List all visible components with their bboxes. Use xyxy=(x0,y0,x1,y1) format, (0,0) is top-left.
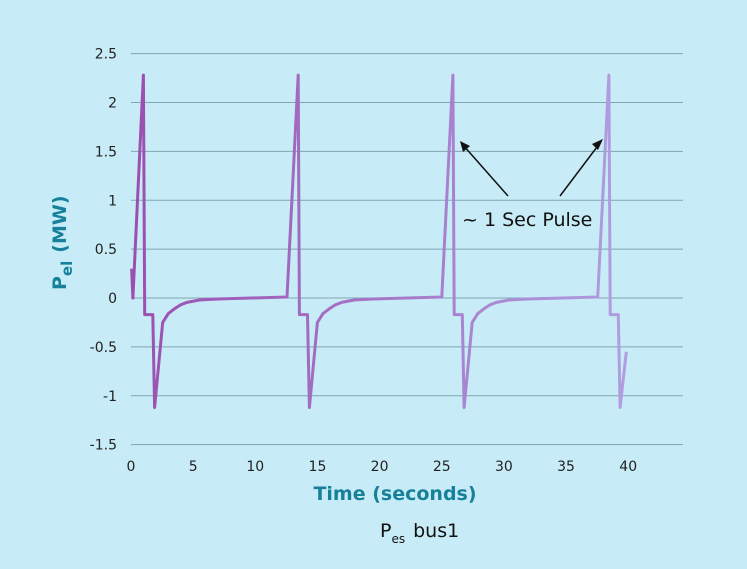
x-tick-label: 30 xyxy=(495,459,513,475)
x-tick-label: 10 xyxy=(246,459,264,475)
y-tick-label: 0 xyxy=(108,291,117,307)
x-tick-label: 5 xyxy=(189,459,198,475)
annotation: ~ 1 Sec Pulse xyxy=(460,139,603,231)
y-tick-label: 2 xyxy=(108,96,117,112)
y-tick-label: -1.5 xyxy=(90,438,117,454)
arrowhead-icon xyxy=(460,141,470,152)
x-tick-label: 40 xyxy=(619,459,637,475)
x-tick-label: 0 xyxy=(127,459,136,475)
annotation-text: ~ 1 Sec Pulse xyxy=(462,209,592,231)
x-axis-title: Time (seconds) xyxy=(313,483,476,505)
x-tick-label: 20 xyxy=(371,459,389,475)
y-tick-label: 0.5 xyxy=(95,242,117,258)
y-tick-label: 1 xyxy=(108,193,117,209)
arrowhead-icon xyxy=(592,139,603,150)
legend: Pes bus1 xyxy=(320,520,459,546)
y-tick-label: 2.5 xyxy=(95,47,117,63)
x-tick-label: 25 xyxy=(433,459,451,475)
annotation-arrow-2 xyxy=(559,142,601,197)
y-tick-label: 1.5 xyxy=(95,144,117,160)
svg-text:Pel(MW): Pel(MW) xyxy=(49,196,76,291)
y-tick-label: -0.5 xyxy=(90,340,117,356)
y-axis-title: Pel(MW) xyxy=(49,196,76,291)
series-line-pes-bus1 xyxy=(130,73,628,409)
legend-label: Pes bus1 xyxy=(380,520,459,546)
annotation-arrow-1 xyxy=(462,144,509,197)
x-tick-label: 15 xyxy=(309,459,327,475)
y-tick-label: -1 xyxy=(103,389,117,405)
x-tick-label: 35 xyxy=(557,459,575,475)
